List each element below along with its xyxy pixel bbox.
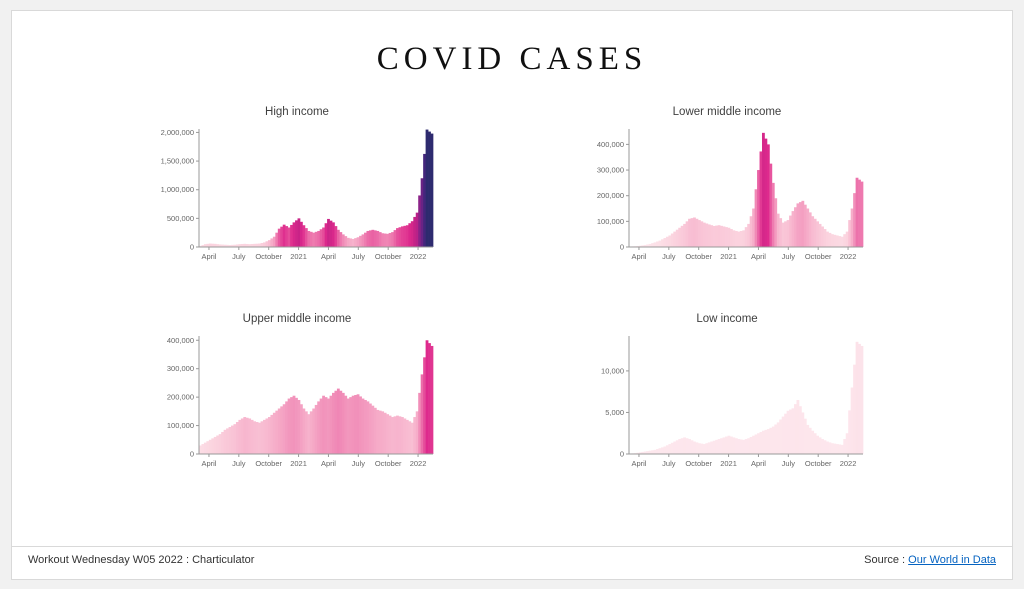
svg-text:300,000: 300,000	[167, 364, 194, 373]
svg-text:300,000: 300,000	[597, 166, 624, 175]
svg-text:October: October	[255, 459, 282, 468]
chart-lower-middle-income: Lower middle income 0 100,000 200,000 300,0…	[581, 106, 873, 269]
svg-text:0: 0	[190, 450, 194, 459]
svg-text:0: 0	[620, 243, 624, 252]
source-label: Source :	[864, 554, 909, 566]
svg-text:October: October	[685, 459, 712, 468]
svg-text:July: July	[232, 459, 246, 468]
svg-text:100,000: 100,000	[167, 421, 194, 430]
svg-text:200,000: 200,000	[167, 393, 194, 402]
charts-grid: High income 0 500,000 1,000,000 1,500,000 2,…	[82, 106, 942, 476]
source-link[interactable]: Our World in Data	[908, 554, 996, 566]
svg-text:April: April	[631, 459, 646, 468]
svg-text:200,000: 200,000	[597, 191, 624, 200]
svg-text:April: April	[201, 252, 216, 261]
svg-text:October: October	[685, 252, 712, 261]
chart-title-upper-middle-income: Upper middle income	[242, 313, 352, 325]
svg-text:1,000,000: 1,000,000	[161, 185, 194, 194]
low-income-area-chart[interactable]: 0 5,000 10,000 April July October 2021 April Jul…	[581, 330, 873, 476]
svg-text:2022: 2022	[410, 459, 427, 468]
chart-high-income: High income 0 500,000 1,000,000 1,500,000 2,…	[151, 106, 443, 269]
svg-text:0: 0	[190, 243, 194, 252]
upper-middle-income-area-chart[interactable]: 0 100,000 200,000 300,000 400,000 April July Oc…	[151, 330, 443, 476]
svg-text:5,000: 5,000	[605, 408, 624, 417]
report-card: COVID CASES High income 0 500,000 1,000,00…	[11, 10, 1013, 580]
svg-text:1,500,000: 1,500,000	[161, 157, 194, 166]
svg-text:July: July	[232, 252, 246, 261]
svg-text:October: October	[375, 459, 402, 468]
svg-text:July: July	[662, 252, 676, 261]
svg-text:2021: 2021	[720, 252, 737, 261]
svg-text:2022: 2022	[840, 459, 857, 468]
svg-text:100,000: 100,000	[597, 217, 624, 226]
svg-text:April: April	[631, 252, 646, 261]
svg-text:2021: 2021	[290, 252, 307, 261]
svg-text:April: April	[201, 459, 216, 468]
chart-title-low-income: Low income	[696, 313, 758, 325]
chart-title-lower-middle-income: Lower middle income	[672, 106, 782, 118]
lower-middle-income-area-chart[interactable]: 0 100,000 200,000 300,000 400,000 April July Oc…	[581, 123, 873, 269]
chart-low-income: Low income 0 5,000 10,000 April July October 2…	[581, 313, 873, 476]
svg-text:2,000,000: 2,000,000	[161, 128, 194, 137]
chart-title-high-income: High income	[265, 106, 329, 118]
page-title: COVID CASES	[376, 41, 648, 77]
svg-text:April: April	[751, 459, 766, 468]
svg-text:July: July	[352, 252, 366, 261]
svg-text:2021: 2021	[720, 459, 737, 468]
svg-text:October: October	[255, 252, 282, 261]
svg-text:July: July	[662, 459, 676, 468]
svg-text:October: October	[805, 252, 832, 261]
svg-text:April: April	[321, 252, 336, 261]
svg-text:400,000: 400,000	[167, 336, 194, 345]
svg-text:October: October	[805, 459, 832, 468]
svg-text:July: July	[782, 459, 796, 468]
chart-upper-middle-income: Upper middle income 0 100,000 200,000 300,0…	[151, 313, 443, 476]
svg-text:July: July	[352, 459, 366, 468]
footer-credit: Workout Wednesday W05 2022 : Charticulat…	[28, 554, 255, 566]
svg-text:0: 0	[620, 450, 624, 459]
svg-text:2021: 2021	[290, 459, 307, 468]
svg-text:April: April	[321, 459, 336, 468]
svg-text:2022: 2022	[840, 252, 857, 261]
svg-text:500,000: 500,000	[167, 214, 194, 223]
svg-text:400,000: 400,000	[597, 140, 624, 149]
high-income-area-chart[interactable]: 0 500,000 1,000,000 1,500,000 2,000,000 April…	[151, 123, 443, 269]
svg-text:2022: 2022	[410, 252, 427, 261]
footer-source: Source : Our World in Data	[864, 554, 996, 566]
svg-text:10,000: 10,000	[601, 366, 624, 375]
card-footer: Workout Wednesday W05 2022 : Charticulat…	[12, 546, 1012, 579]
svg-text:July: July	[782, 252, 796, 261]
svg-text:October: October	[375, 252, 402, 261]
svg-text:April: April	[751, 252, 766, 261]
